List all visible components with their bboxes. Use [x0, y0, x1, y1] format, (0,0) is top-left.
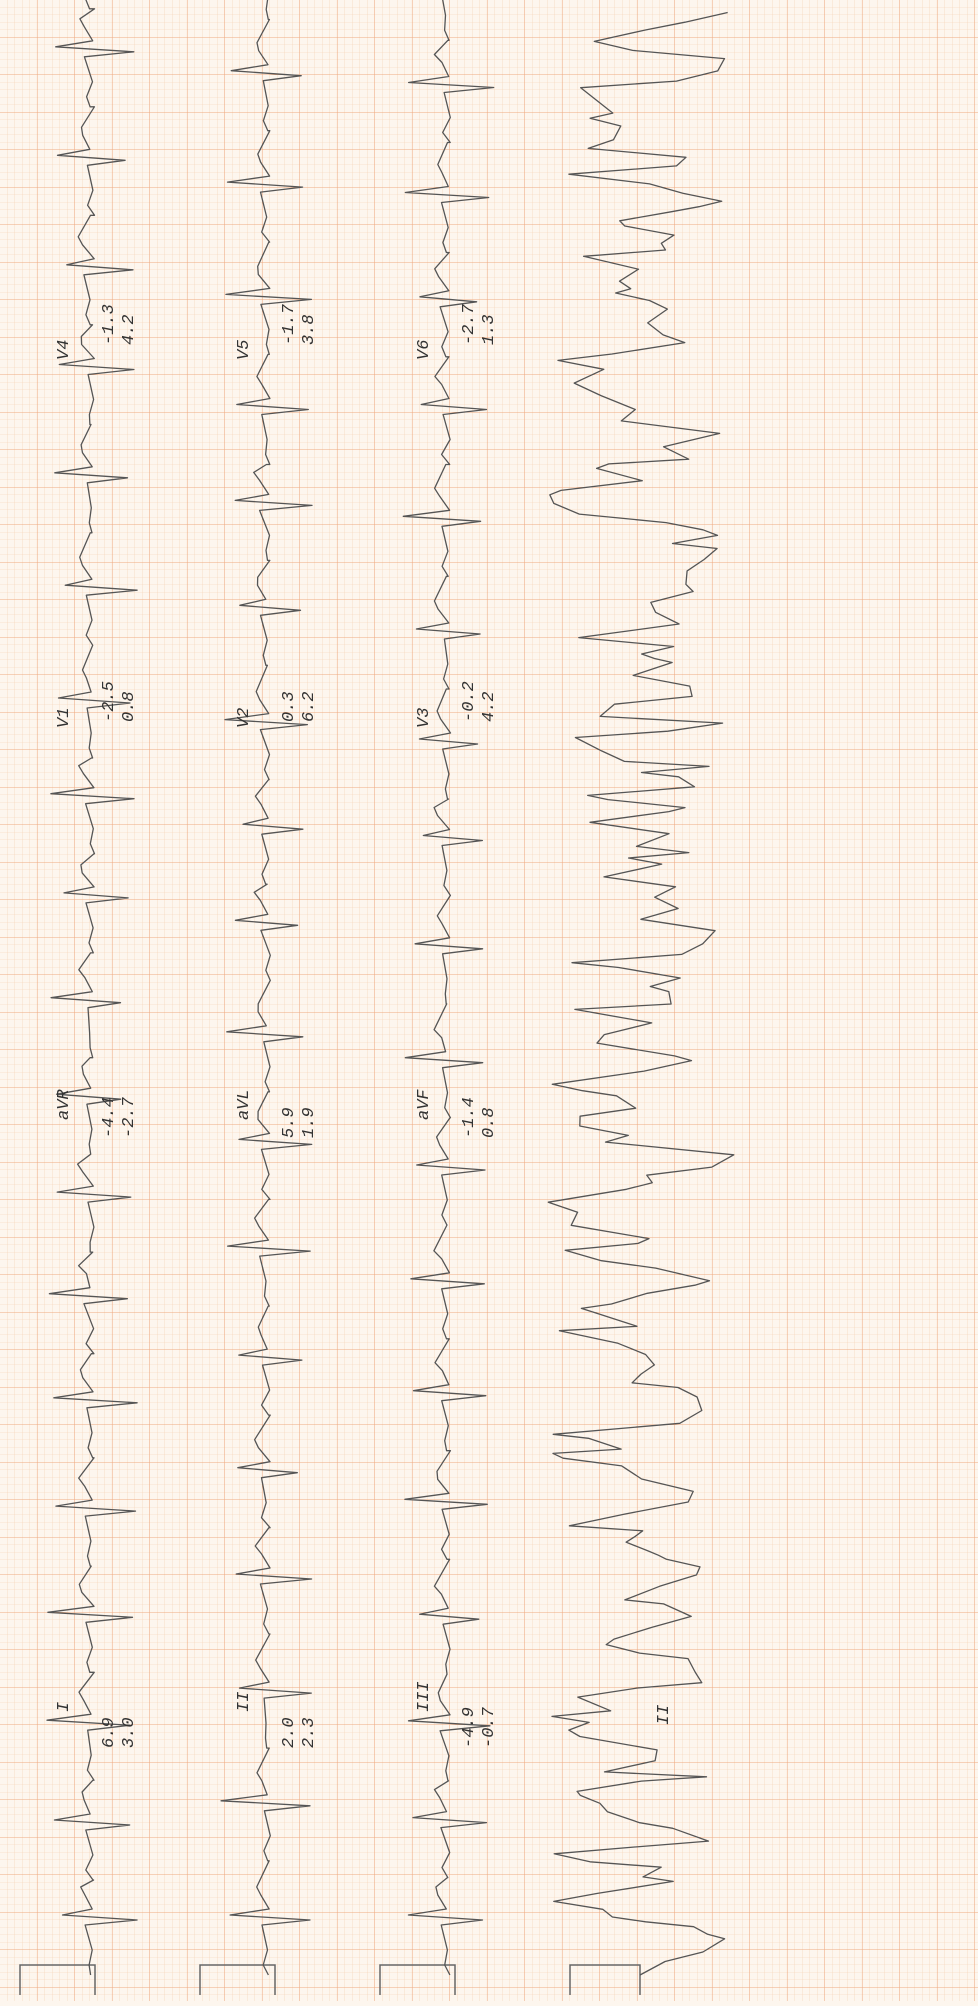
lead-measurement: -0.2 [460, 681, 479, 722]
lead-measurement: 2.3 [300, 1717, 319, 1748]
lead-label: V1 [55, 708, 74, 728]
lead-measurement: -2.5 [100, 681, 119, 722]
lead-measurement: 3.8 [300, 314, 319, 345]
lead-measurement: 0.3 [280, 691, 299, 722]
lead-measurement: 2.0 [280, 1717, 299, 1748]
lead-measurement: 1.9 [300, 1107, 319, 1138]
lead-measurement: 6.9 [100, 1717, 119, 1748]
calibration-pulse [379, 1964, 456, 1995]
lead-label: V3 [415, 708, 434, 728]
lead-measurement: -0.7 [480, 1706, 499, 1748]
lead-label: V2 [235, 708, 254, 728]
lead-label: aVL [235, 1089, 254, 1120]
rhythm-trace [547, 11, 735, 1976]
traces [46, 0, 735, 1976]
lead-label: I [55, 1702, 74, 1712]
lead-label: aVF [415, 1089, 434, 1120]
lead-label: V4 [55, 340, 74, 360]
lead-measurement: -2.7 [460, 303, 479, 345]
calibration-pulse [569, 1964, 641, 1995]
lead-measurement: 0.8 [120, 691, 139, 722]
lead-measurement: -1.4 [460, 1097, 479, 1138]
ecg-trace [46, 0, 138, 1976]
lead-measurement: 3.0 [120, 1717, 139, 1748]
lead-measurement: 0.8 [480, 1107, 499, 1138]
lead-measurement: 5.9 [280, 1107, 299, 1138]
lead-measurement: -2.7 [120, 1096, 139, 1138]
lead-measurement: -1.7 [280, 303, 299, 345]
lead-label: V5 [235, 340, 254, 360]
lead-measurement: 6.2 [300, 691, 319, 722]
rhythm-label: II [655, 1705, 674, 1725]
lead-label: aVR [55, 1089, 74, 1120]
lead-measurement: -1.3 [100, 304, 119, 345]
lead-label: II [235, 1692, 254, 1712]
lead-measurement: 4.2 [120, 314, 139, 345]
lead-label: III [415, 1681, 434, 1712]
lead-measurement: 1.3 [480, 314, 499, 345]
ecg-trace [402, 0, 495, 1976]
lead-measurement: -4.4 [100, 1097, 119, 1138]
calibration-pulse [19, 1964, 96, 1995]
ecg-trace [220, 0, 313, 1976]
lead-measurement: 4.2 [480, 691, 499, 722]
lead-measurement: -4.9 [460, 1707, 479, 1748]
lead-label: V6 [415, 340, 434, 360]
calibration-pulse [199, 1964, 276, 1995]
